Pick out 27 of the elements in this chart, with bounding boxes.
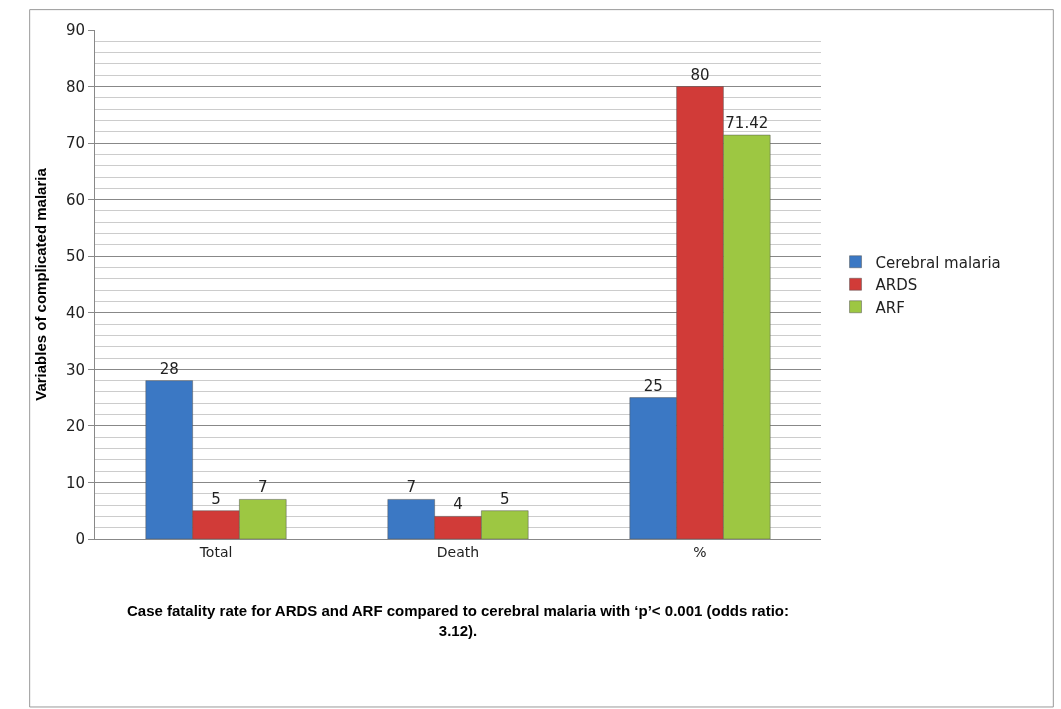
x-tick-label: % [693, 543, 707, 560]
data-label: 25 [643, 376, 663, 395]
y-tick-label: 20 [65, 417, 85, 436]
data-label: 71.42 [725, 114, 769, 133]
y-tick-label: 90 [65, 21, 85, 40]
data-label: 80 [690, 65, 710, 84]
y-tick-label: 30 [65, 360, 85, 379]
y-tick-label: 70 [65, 134, 85, 153]
y-tick-label: 60 [65, 190, 85, 209]
data-label: 4 [453, 495, 463, 514]
legend-label: Cerebral malaria [875, 253, 1001, 272]
data-label: 28 [159, 359, 179, 378]
data-label: 7 [406, 478, 416, 497]
y-tick-label: 50 [65, 247, 85, 266]
legend-label: ARF [875, 298, 905, 317]
legend-label: ARDS [875, 276, 918, 295]
data-label: 5 [211, 489, 221, 508]
y-tick-label: 10 [65, 473, 85, 492]
y-tick-label: 80 [65, 77, 85, 96]
text: Case fatality rate for ARDS and ARF compared to cerebral malaria with ‘p’< 0.001 (odds ratio: 3.12). [127, 602, 789, 639]
y-tick-label: 40 [65, 304, 85, 323]
x-tick-label: Death [436, 543, 480, 560]
data-label: 5 [500, 489, 510, 508]
y-axis-title: Variables of complicated malaria [32, 167, 50, 401]
y-tick-label: 0 [75, 530, 85, 549]
data-label: 7 [258, 478, 268, 497]
x-tick-label: Total [198, 543, 233, 560]
